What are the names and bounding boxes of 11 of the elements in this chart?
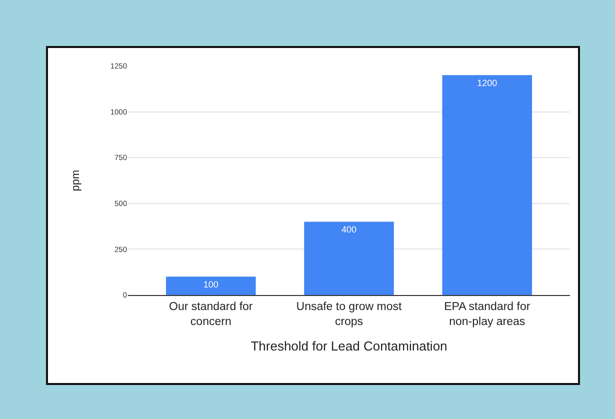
x-tick-label: Unsafe to grow most crops bbox=[296, 300, 403, 328]
x-tick-label: Our standard for concern bbox=[169, 300, 253, 328]
data-label: 100 bbox=[203, 280, 218, 290]
bar bbox=[442, 75, 532, 295]
y-axis-title: ppm bbox=[70, 170, 82, 192]
x-tick-label: EPA standard for non-play areas bbox=[444, 300, 530, 328]
bar bbox=[166, 276, 256, 295]
data-label: 400 bbox=[341, 224, 357, 235]
data-label: 1200 bbox=[477, 78, 498, 88]
x-axis-title: Threshold for Lead Contamination bbox=[250, 338, 448, 354]
bar bbox=[304, 222, 394, 295]
